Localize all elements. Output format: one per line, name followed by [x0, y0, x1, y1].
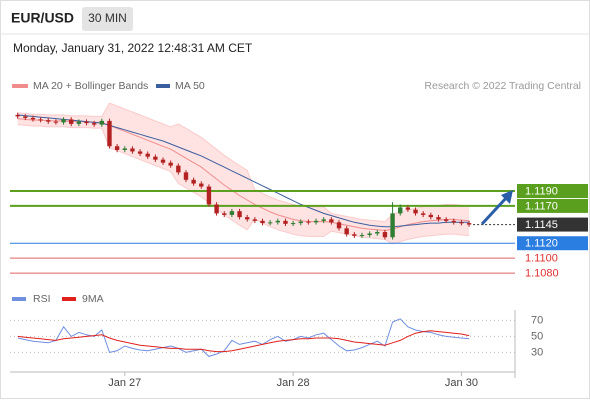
level-label: 1.1190 — [525, 185, 558, 197]
candle-body — [398, 207, 403, 214]
candle-body — [443, 219, 449, 221]
candle-body — [275, 220, 281, 223]
legend-swatch — [156, 84, 170, 88]
forecast-arrow — [480, 195, 509, 226]
candle-body — [168, 162, 173, 166]
candle-body — [436, 217, 441, 220]
candle-body — [237, 211, 242, 218]
candle-body — [428, 214, 434, 218]
candle-body — [122, 148, 127, 150]
y-tick-label: 70 — [531, 314, 543, 326]
candle-body — [114, 146, 120, 150]
level-badge — [517, 236, 588, 251]
candle-body — [283, 220, 288, 224]
candle-body — [459, 222, 464, 224]
candle-body — [23, 116, 28, 118]
candle-body — [352, 234, 357, 236]
candle-body — [176, 165, 181, 173]
level-label: 1.1170 — [525, 200, 558, 212]
interval: 30 MIN — [88, 11, 127, 25]
candle-body — [191, 179, 196, 184]
legend-label: 9MA — [82, 293, 104, 305]
candle-body — [367, 233, 372, 236]
candle-body — [99, 120, 105, 125]
candle-body — [267, 222, 273, 224]
candle-body — [298, 221, 303, 224]
candle-body — [359, 235, 365, 237]
plot: 1.1190 1.1170 1.1145 1.1120 1.1100 1.1080 70 50… — [10, 102, 588, 389]
candle-body — [130, 148, 135, 152]
level-badge — [517, 217, 588, 232]
candle-body — [91, 123, 97, 125]
candle-body — [38, 119, 43, 121]
candle-body — [229, 211, 235, 215]
level-label: 1.1145 — [525, 219, 558, 231]
arrow-head — [501, 190, 513, 204]
candle-body — [290, 223, 296, 225]
candle-body — [222, 213, 227, 215]
x-tick-label: Jan 30 — [445, 377, 478, 389]
candle-body — [244, 217, 250, 220]
candle-body — [329, 219, 334, 223]
candle-body — [153, 156, 158, 160]
indicator-line — [17, 330, 470, 353]
candle-body — [451, 220, 456, 223]
level-badge — [517, 198, 588, 213]
credit: Research © 2022 Trading Central — [424, 80, 581, 92]
candle-body — [214, 204, 219, 214]
candle-body — [466, 223, 472, 225]
candle-body — [145, 153, 150, 157]
candle-body — [160, 159, 166, 163]
y-tick-label: 30 — [531, 346, 543, 358]
candle-body — [199, 183, 204, 187]
y-tick-label: 50 — [531, 330, 543, 342]
legend-swatch — [12, 297, 26, 301]
candle-body — [76, 121, 82, 124]
candle-body — [420, 213, 426, 215]
candle-body — [69, 119, 74, 124]
candle-body — [382, 232, 388, 238]
level-label: 1.1100 — [525, 253, 558, 265]
legend-swatch — [12, 84, 28, 88]
bollinger-fill — [17, 103, 470, 244]
level-label: 1.1080 — [525, 267, 559, 279]
candle-body — [306, 221, 311, 223]
candle-body — [30, 117, 36, 120]
candle-body — [61, 119, 66, 123]
candle-body — [137, 151, 143, 154]
candle-body — [107, 120, 112, 147]
level-badge — [517, 184, 588, 199]
interval-badge — [82, 7, 133, 31]
candle-body — [336, 222, 342, 229]
candle-body — [183, 172, 189, 180]
legend-label: MA 20 + Bollinger Bands — [33, 80, 148, 92]
candle-body — [375, 232, 380, 234]
candle-body — [405, 207, 411, 210]
candle-body — [53, 121, 59, 123]
symbol: EUR/USD — [11, 10, 74, 26]
candle-body — [252, 219, 258, 221]
x-tick-label: Jan 28 — [277, 377, 310, 389]
candle-body — [206, 186, 212, 205]
timestamp: Monday, January 31, 2022 12:48:31 AM CET — [13, 41, 253, 55]
candle-body — [84, 121, 89, 124]
candle-body — [260, 220, 265, 224]
candle-body — [321, 219, 326, 221]
candle-body — [390, 213, 395, 238]
legend-swatch — [62, 297, 76, 301]
candle-body — [313, 220, 319, 223]
x-tick-label: Jan 27 — [108, 377, 141, 389]
candle-body — [15, 114, 20, 117]
legend-label: RSI — [33, 293, 51, 305]
candle-body — [413, 209, 418, 214]
candle-body — [344, 228, 349, 235]
candle-body — [46, 120, 51, 122]
legend-label: MA 50 — [175, 80, 205, 92]
level-label: 1.1120 — [525, 238, 558, 250]
